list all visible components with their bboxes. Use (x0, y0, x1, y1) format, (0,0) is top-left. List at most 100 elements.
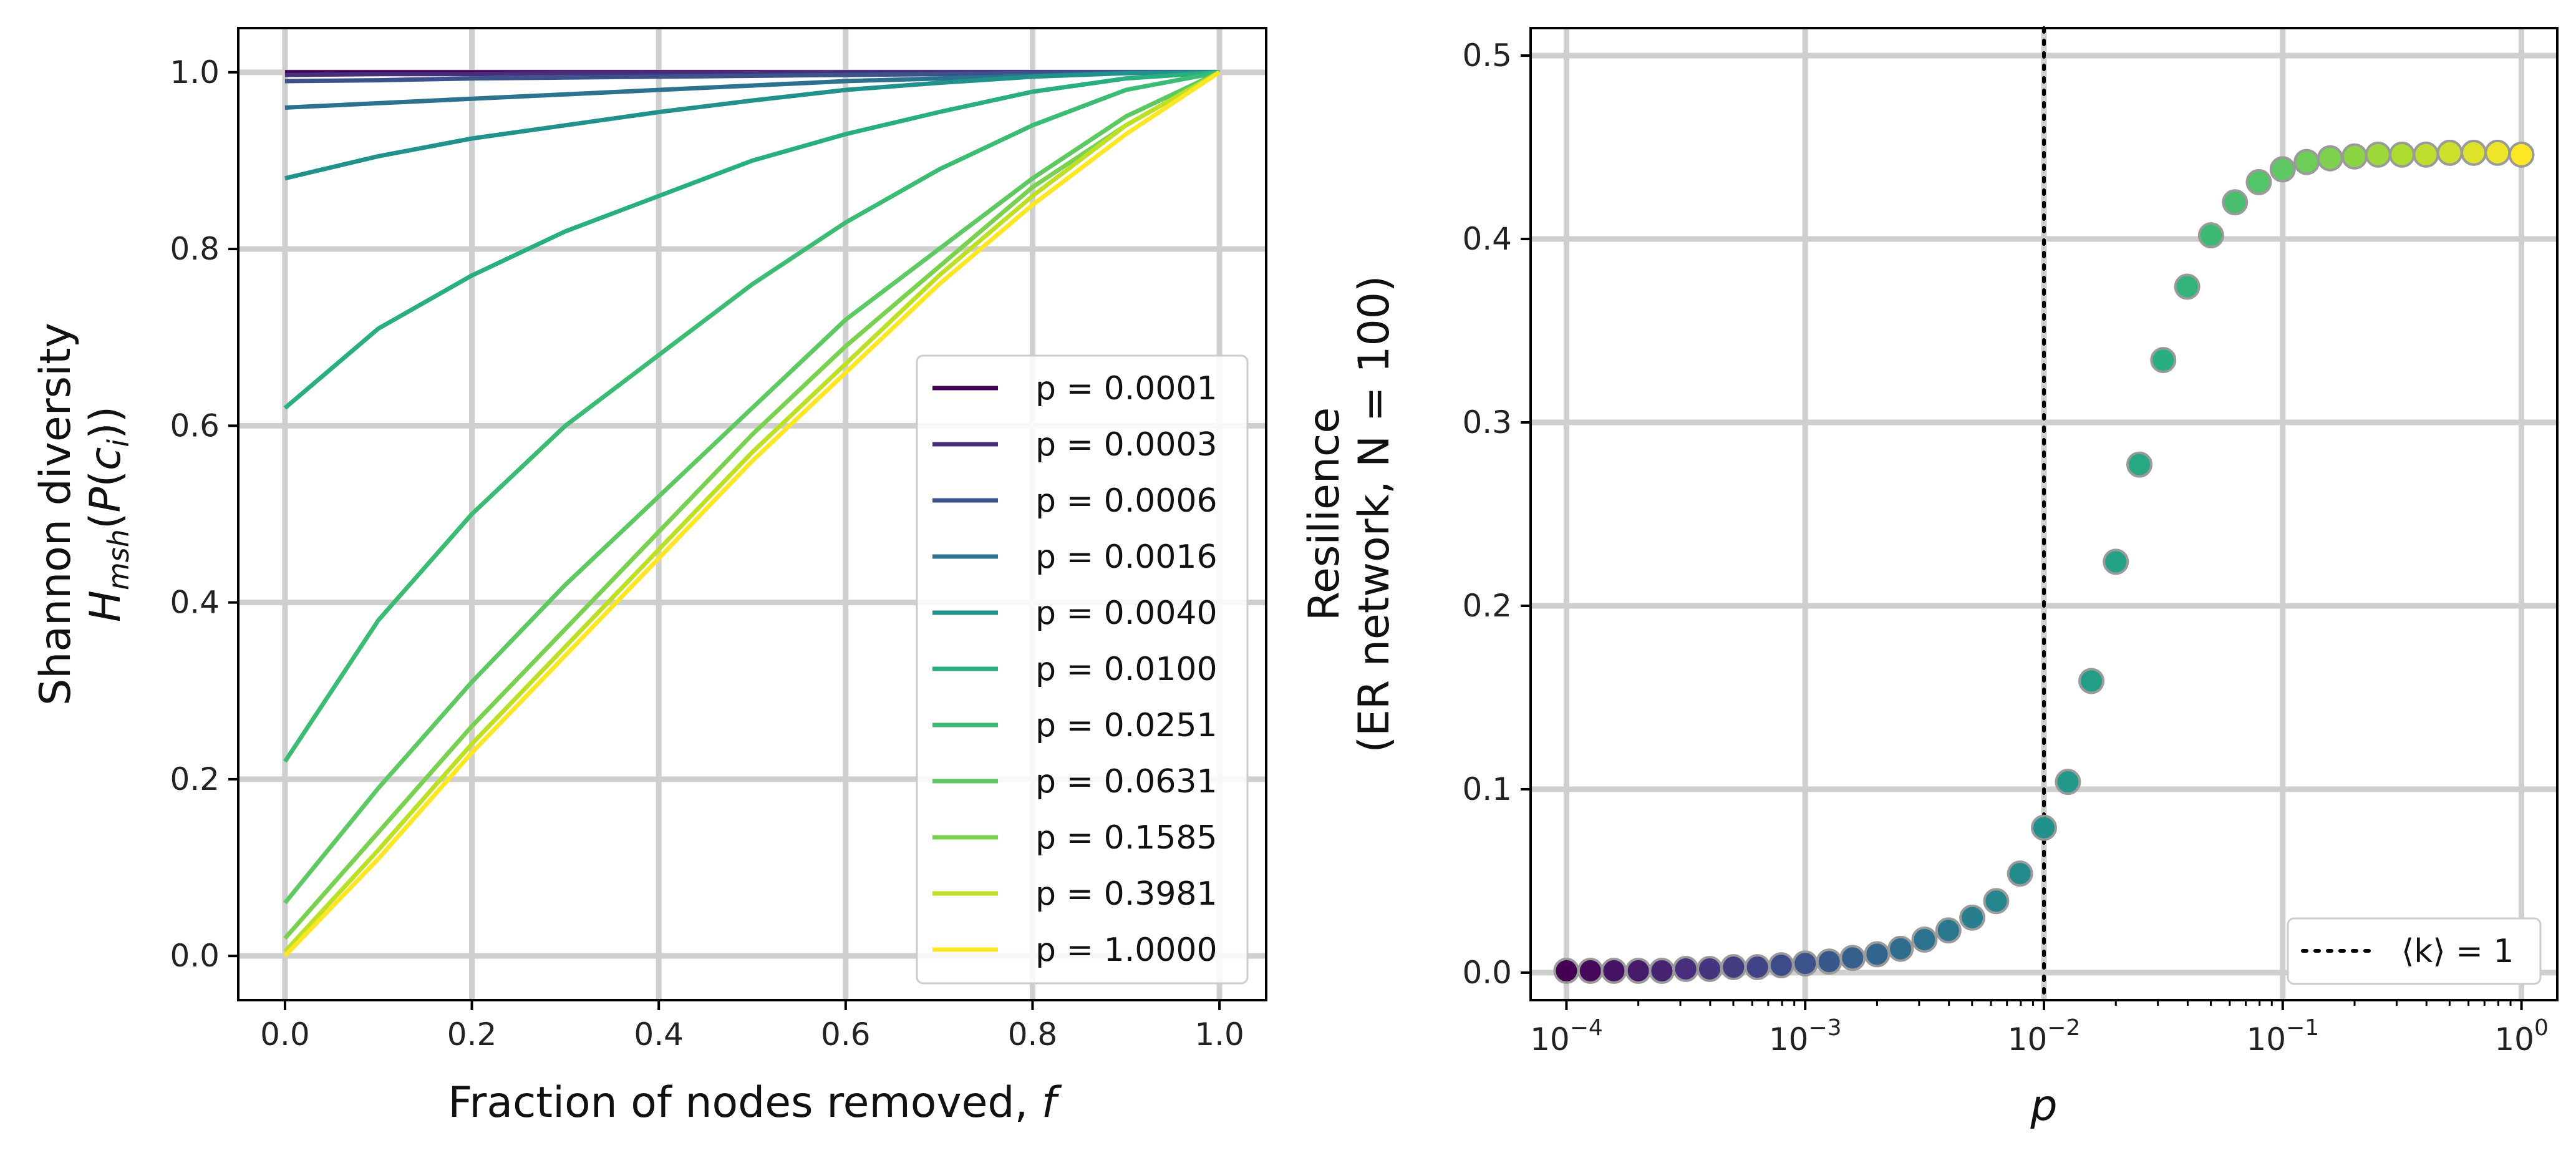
data-point (2222, 189, 2249, 216)
data-point (1887, 935, 1914, 962)
series-line-6 (283, 70, 1220, 763)
left-y-tick-label: 0.0 (170, 938, 220, 974)
data-point (2508, 141, 2535, 168)
right-y-label-line1: Resilience (1300, 407, 1349, 621)
data-point (1792, 950, 1819, 977)
data-point (1720, 954, 1747, 981)
legend-label-9: p = 0.3981 (1035, 875, 1218, 913)
data-point (2150, 347, 2177, 374)
diversity-line-chart: 0.0 0.2 0.4 0.6 0.8 1.0 0.0 0.2 0.4 0.6 0.8 1.0 Fra… (31, 27, 1267, 1127)
right-y-tick-label: 0.2 (1462, 588, 1512, 624)
right-y-tick-label: 0.0 (1462, 955, 1512, 991)
right-y-axis-label-2: (ER network, N = 100) (1350, 275, 1399, 752)
data-point (2078, 668, 2105, 694)
data-point (2007, 860, 2033, 887)
data-point (2269, 156, 2296, 183)
left-x-tick-label: 0.6 (821, 1016, 871, 1053)
right-x-tick-label: 10−3 (1769, 1015, 1842, 1058)
legend-label-1: p = 0.0003 (1035, 426, 1218, 464)
data-point (1697, 956, 1723, 983)
left-y-label-line1: Shannon diversity (31, 323, 80, 706)
data-point (2341, 143, 2368, 170)
legend-label-2: p = 0.0006 (1035, 482, 1218, 520)
left-y-axis-label: Shannon diversity (31, 323, 80, 706)
legend-label-3: p = 0.0016 (1035, 538, 1218, 576)
data-point (2245, 168, 2272, 195)
series-line-8 (283, 70, 1221, 940)
right-x-axis-label: p (2030, 1081, 2057, 1131)
legend-label-4: p = 0.0040 (1035, 595, 1218, 632)
right-x-tick-label: 100 (2494, 1015, 2549, 1058)
data-point (2436, 139, 2463, 166)
data-point (1577, 957, 1604, 984)
right-y-tick-label: 0.4 (1462, 221, 1512, 257)
series-line-10 (283, 70, 1221, 958)
data-point (2317, 145, 2343, 172)
data-point (1839, 945, 1866, 971)
data-point (2389, 141, 2416, 168)
data-point (2365, 141, 2391, 168)
legend-label-10: p = 1.0000 (1035, 932, 1218, 969)
left-x-tick-label: 1.0 (1194, 1016, 1244, 1053)
right-y-axis-label: Resilience (1300, 407, 1349, 621)
data-point (1935, 917, 1962, 944)
legend-label-6: p = 0.0251 (1035, 707, 1218, 744)
left-y-tick-label: 0.2 (170, 761, 220, 797)
right-y-tick-label: 0.1 (1462, 771, 1512, 807)
series-line-5 (283, 70, 1220, 410)
left-plot-frame (237, 27, 1267, 1001)
left-y-tick-label: 0.6 (170, 407, 220, 444)
data-point (2484, 139, 2511, 166)
left-x-tick-label: 0.2 (447, 1016, 497, 1053)
legend-label-0: p = 0.0001 (1035, 370, 1218, 407)
left-x-tick-label: 0.0 (260, 1016, 310, 1053)
data-point (2055, 769, 2081, 795)
data-point (1911, 926, 1938, 953)
data-point (1959, 904, 1986, 931)
left-x-axis-label: Fraction of nodes removed, f (448, 1078, 1062, 1127)
data-point (1553, 957, 1580, 984)
left-y-tick-label: 0.8 (170, 231, 220, 267)
right-scatter-points (1553, 139, 2535, 984)
data-point (1625, 957, 1652, 984)
data-point (2126, 451, 2152, 478)
data-point (2461, 139, 2487, 166)
right-legend-label: ⟨k⟩ = 1 (2401, 933, 2514, 970)
legend-label-7: p = 0.0631 (1035, 763, 1218, 800)
series-line-9 (283, 70, 1221, 953)
data-point (2103, 548, 2129, 575)
left-y-tick-label: 1.0 (170, 54, 220, 90)
data-point (1768, 952, 1794, 979)
data-point (1744, 954, 1771, 981)
data-point (1816, 948, 1842, 975)
data-point (2174, 273, 2201, 300)
left-series-lines (283, 70, 1221, 958)
right-ticks: 10−4 10−3 10−2 10−1 100 0.0 0.1 0.2 0.3 0.4 0.5 (1462, 37, 2548, 1058)
data-point (2293, 148, 2320, 175)
left-x-tick-label: 0.4 (634, 1016, 684, 1053)
left-legend: p = 0.0001 p = 0.0003 p = 0.0006 p = 0.0016… (916, 354, 1249, 985)
right-y-label-line2: (ER network, N = 100) (1350, 275, 1399, 752)
legend-label-8: p = 0.1585 (1035, 819, 1218, 857)
left-y-tick-label: 0.4 (170, 585, 220, 621)
left-ticks: 0.0 0.2 0.4 0.6 0.8 1.0 0.0 0.2 0.4 0.6 0.8 1.0 (170, 54, 1244, 1053)
data-point (1983, 888, 2010, 915)
data-point (2413, 141, 2439, 168)
series-line-7 (283, 70, 1221, 905)
data-point (1672, 956, 1699, 983)
right-y-tick-label: 0.5 (1462, 37, 1512, 74)
left-y-axis-label-formula: Hmsh(P(ci)) (81, 406, 135, 622)
legend-box (916, 354, 1249, 985)
legend-label-5: p = 0.0100 (1035, 651, 1218, 688)
right-x-tick-label: 10−2 (2008, 1015, 2081, 1058)
right-x-tick-label: 10−1 (2246, 1015, 2319, 1058)
left-y-label-line2: Hmsh(P(ci)) (81, 406, 135, 622)
right-y-tick-label: 0.3 (1462, 404, 1512, 440)
data-point (1600, 957, 1627, 984)
right-legend-box (2287, 917, 2542, 985)
data-point (2197, 222, 2224, 249)
series-line-4 (284, 70, 1220, 181)
left-x-tick-label: 0.8 (1008, 1016, 1058, 1053)
